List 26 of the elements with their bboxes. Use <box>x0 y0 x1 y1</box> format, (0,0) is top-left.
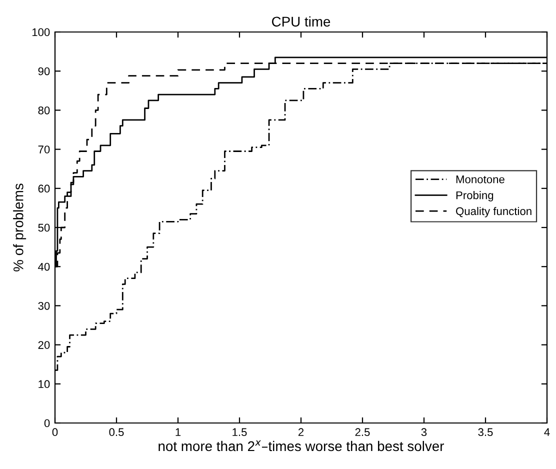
y-tick-label: 100 <box>32 28 50 36</box>
y-tick-label: 20 <box>38 341 50 349</box>
legend-label: Quality function <box>456 206 532 218</box>
x-tick-label: 3 <box>421 428 427 436</box>
y-axis-title: % of problems <box>13 184 26 272</box>
y-tick-label: 80 <box>38 106 50 114</box>
legend-label: Monotone <box>456 176 504 184</box>
x-tick-label: 2.5 <box>355 428 370 436</box>
y-tick-label: 90 <box>38 67 50 76</box>
x-tick-label: 3.5 <box>478 428 493 436</box>
x-tick-label: 4 <box>544 428 550 436</box>
x-axis-title: not more than 2$^{x}$–times worse than best solver <box>158 440 444 452</box>
y-tick-label: 0 <box>44 419 50 428</box>
y-tick-label: 70 <box>38 146 50 154</box>
y-tick-label: 30 <box>38 302 50 310</box>
x-tick-label: 0.5 <box>109 428 124 436</box>
x-tick-label: 1 <box>176 428 181 436</box>
y-tick-label: 40 <box>38 262 50 271</box>
x-tick-label: 1.5 <box>232 428 247 436</box>
x-tick-label: 2 <box>298 428 304 436</box>
legend-label: Probing <box>456 191 494 202</box>
x-tick-label: 0 <box>52 428 58 436</box>
y-tick-label: 10 <box>38 380 50 388</box>
chart-title: CPU time <box>272 16 330 27</box>
y-tick-label: 60 <box>38 184 50 193</box>
y-tick-label: 50 <box>38 224 50 232</box>
